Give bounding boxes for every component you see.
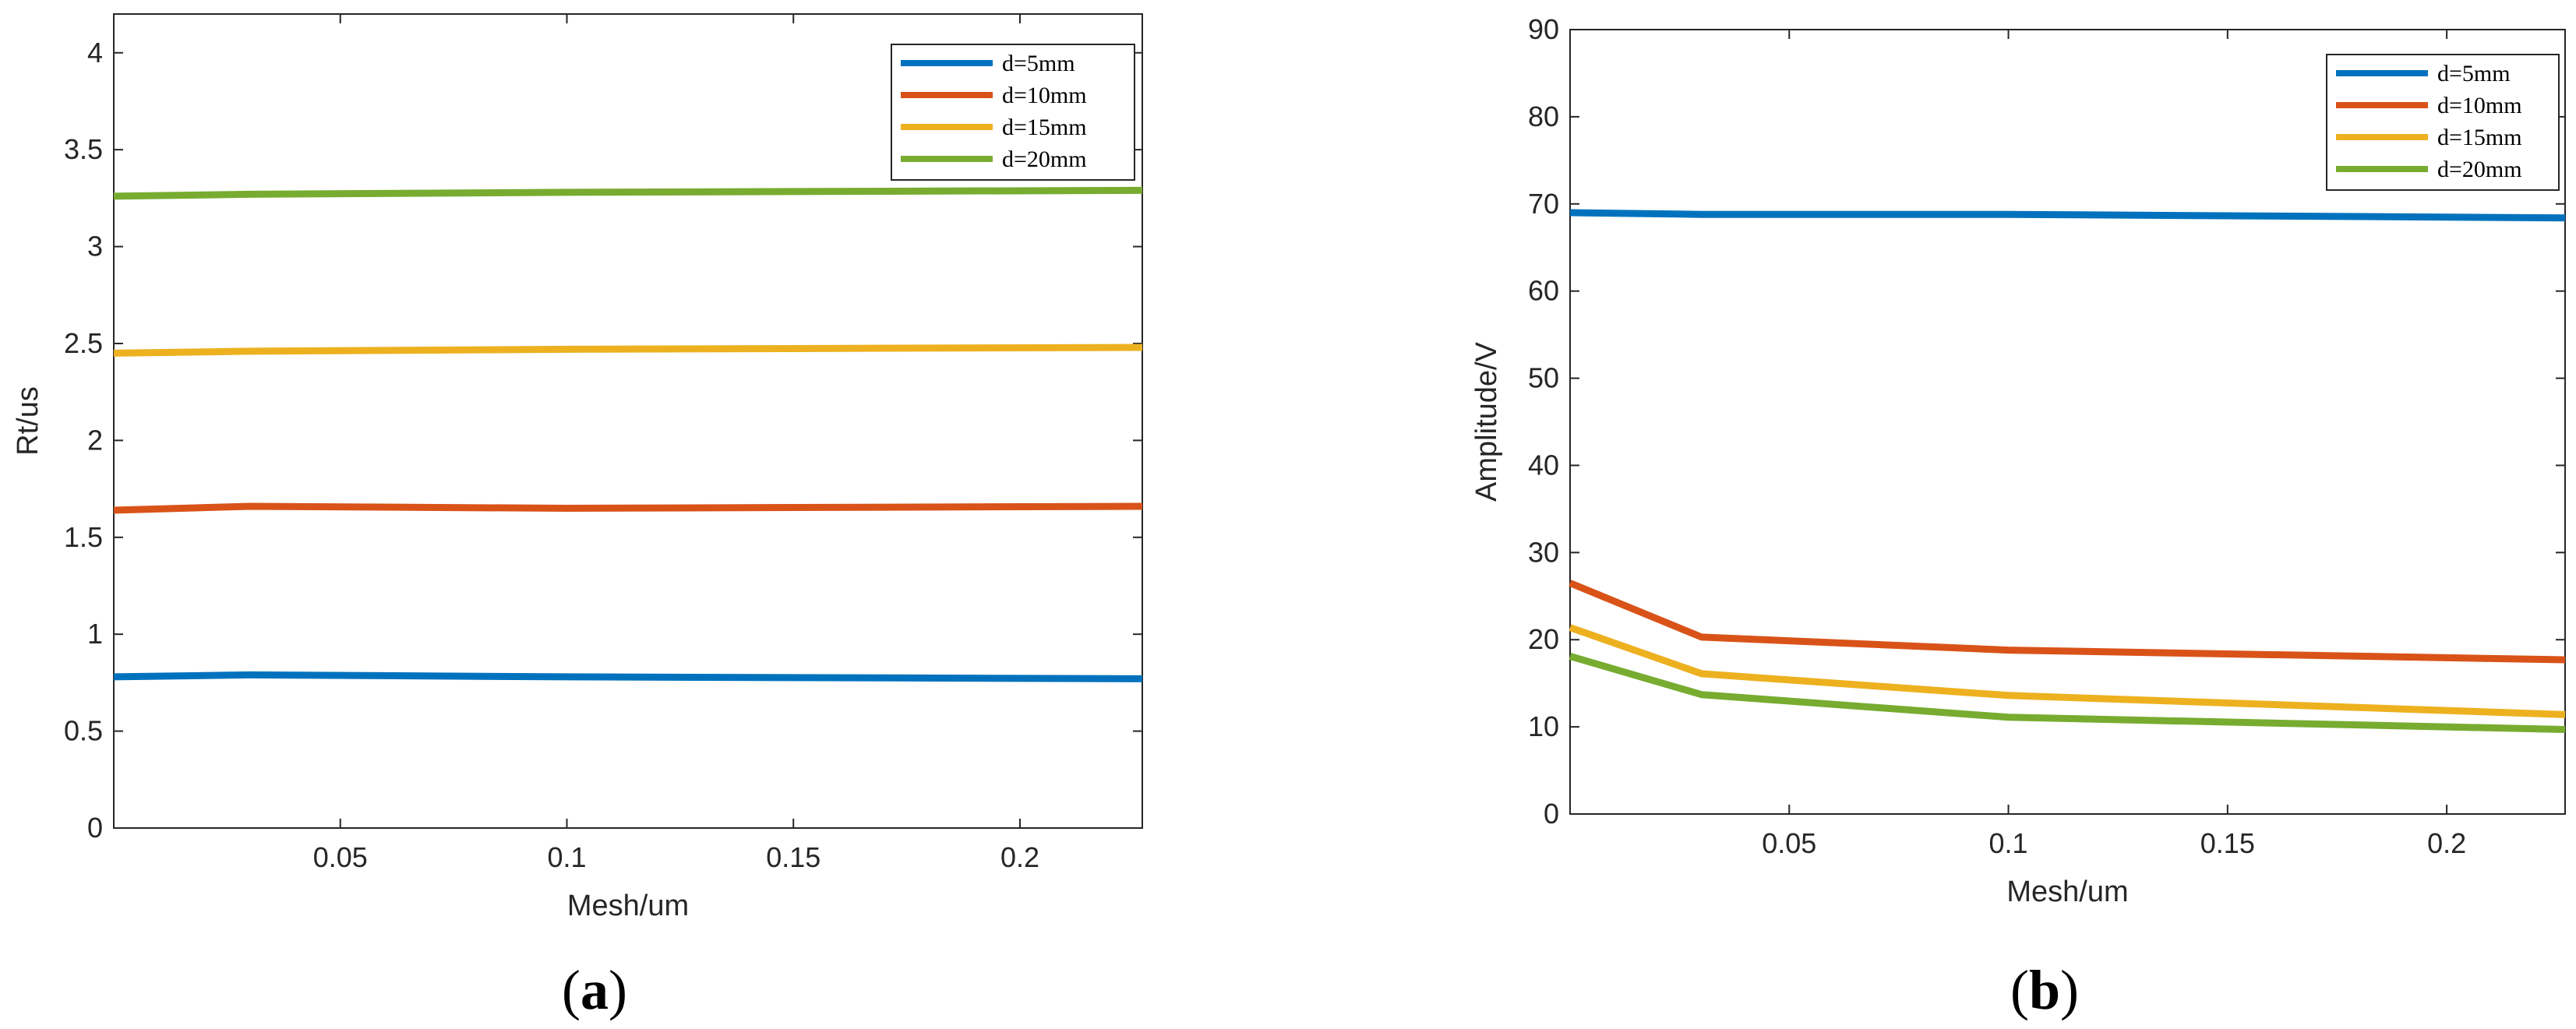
x-axis-label: Mesh/um (567, 890, 689, 922)
legend-entry: d=10mm (1002, 83, 1087, 108)
series-line-d=15mm (113, 344, 1143, 357)
legend: d=5mm d=10mm d=15mm d=20mm (2326, 54, 2560, 191)
legend-entry: d=20mm (1002, 146, 1087, 172)
series-line-d=20mm (113, 186, 1143, 200)
x-tick-label: 0.15 (766, 841, 820, 873)
legend-entry: d=20mm (2437, 157, 2522, 182)
series-line-d=10mm (113, 502, 1143, 514)
y-tick-label: 2 (87, 424, 103, 456)
y-tick-label: 90 (1528, 13, 1559, 45)
x-tick-label: 0.1 (1989, 827, 2028, 859)
x-axis-label: Mesh/um (2006, 876, 2128, 908)
y-tick-label: 1.5 (64, 521, 103, 553)
x-tick-label: 0.1 (547, 841, 586, 873)
panel-label: (b) (2010, 959, 2079, 1021)
chart-panel-a: 0 0.5 1 1.5 2 2.5 3 3.5 4 0.05 0.1 0.15 0.2 Mesh/um Rt… (12, 13, 1143, 1021)
y-tick-label: 60 (1528, 275, 1559, 307)
y-tick-label: 70 (1528, 188, 1559, 220)
legend-entry: d=5mm (2437, 61, 2511, 86)
legend-entry: d=15mm (2437, 125, 2522, 150)
y-axis-label: Amplitude/V (1470, 341, 1503, 502)
y-tick-label: 3.5 (64, 133, 103, 165)
y-tick-label: 2.5 (64, 327, 103, 359)
y-tick-label: 0 (1544, 798, 1559, 830)
legend-entry: d=5mm (1002, 51, 1075, 76)
y-tick-label: 4 (87, 37, 103, 69)
x-tick-label: 0.05 (1762, 827, 1816, 859)
y-tick-label: 40 (1528, 449, 1559, 481)
y-tick-label: 0 (87, 812, 103, 844)
series-line-d=5mm (113, 671, 1143, 682)
series-line-d=20mm (1569, 653, 2566, 733)
legend-entry: d=15mm (1002, 115, 1087, 140)
chart-panel-b: 0 10 20 30 40 50 60 70 80 90 0.05 0.1 0.15 0.2 Mesh/um… (1470, 13, 2566, 1021)
y-tick-label: 30 (1528, 536, 1559, 568)
y-tick-label: 20 (1528, 623, 1559, 655)
y-tick-label: 50 (1528, 362, 1559, 394)
plot-area-frame (1569, 29, 2566, 815)
x-tick-label: 0.2 (1000, 841, 1039, 873)
y-tick-label: 3 (87, 231, 103, 263)
x-tick-label: 0.15 (2200, 827, 2255, 859)
y-tick-label: 80 (1528, 100, 1559, 132)
x-tick-label: 0.05 (313, 841, 368, 873)
panel-label: (a) (562, 959, 627, 1021)
y-tick-label: 10 (1528, 710, 1559, 742)
y-tick-label: 1 (87, 618, 103, 650)
y-axis-label: Rt/us (12, 386, 44, 456)
legend-entry: d=10mm (2437, 93, 2522, 118)
y-tick-label: 0.5 (64, 715, 103, 747)
plot-area-frame (113, 13, 1143, 829)
series-line-d=5mm (1569, 209, 2566, 222)
x-tick-label: 0.2 (2427, 827, 2466, 859)
series-line-d=10mm (1569, 580, 2566, 664)
series-line-d=15mm (1569, 624, 2566, 718)
legend: d=5mm d=10mm d=15mm d=20mm (891, 44, 1135, 181)
